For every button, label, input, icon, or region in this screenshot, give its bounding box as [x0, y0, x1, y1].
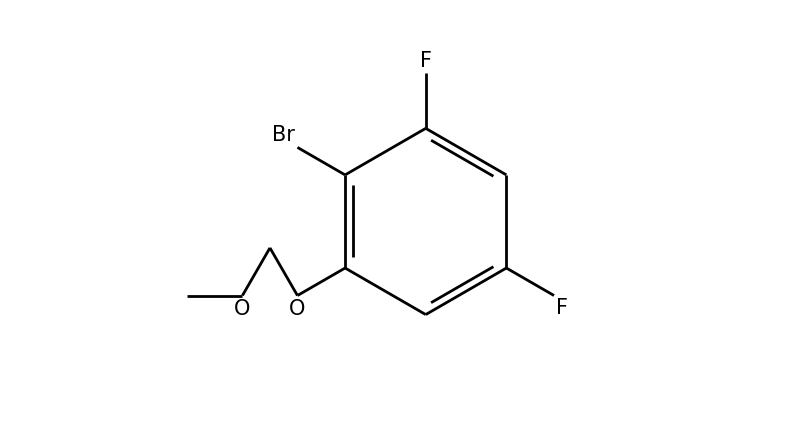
Text: Br: Br: [273, 125, 296, 145]
Text: O: O: [234, 299, 251, 319]
Text: O: O: [289, 299, 306, 319]
Text: F: F: [556, 298, 568, 318]
Text: F: F: [420, 51, 432, 71]
